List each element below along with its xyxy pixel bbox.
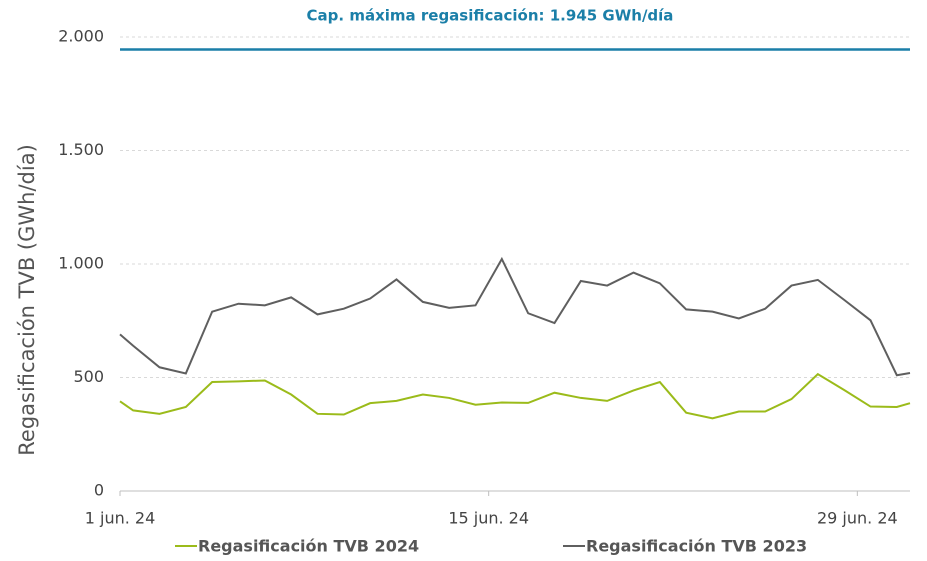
x-tick-label: 1 jun. 24 (85, 509, 156, 528)
series-line (119, 256, 911, 377)
x-tick-label: 29 jun. 24 (817, 509, 898, 528)
y-tick-label: 1.000 (58, 254, 104, 273)
y-tick-label: 500 (73, 367, 104, 386)
series-line (119, 372, 911, 420)
y-tick-label: 2.000 (58, 27, 104, 46)
y-axis-label: Regasificación TVB (GWh/día) (15, 144, 39, 456)
y-tick-label: 0 (94, 481, 104, 500)
annotation: Cap. máxima regasificación: 1.945 GWh/dí… (307, 7, 674, 25)
legend-label: Regasificación TVB 2023 (586, 537, 807, 556)
legend-label: Regasificación TVB 2024 (198, 537, 419, 556)
y-tick-label: 1.500 (58, 140, 104, 159)
x-tick-label: 15 jun. 24 (448, 509, 529, 528)
